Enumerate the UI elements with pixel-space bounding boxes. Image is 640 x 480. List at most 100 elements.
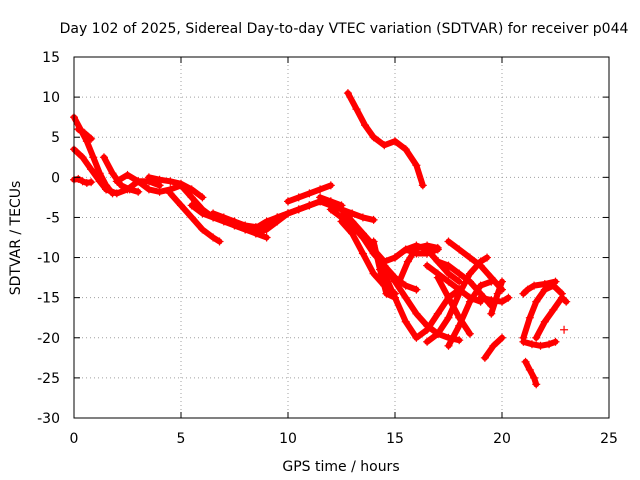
data-point <box>557 293 566 302</box>
data-point <box>551 337 560 346</box>
data-point <box>412 161 421 170</box>
data-point <box>545 340 554 349</box>
data-series-track-38 <box>520 282 565 341</box>
data-point <box>123 170 132 179</box>
data-point <box>369 215 378 224</box>
data-point <box>380 141 389 150</box>
data-point <box>348 229 357 238</box>
axis-ticks <box>73 56 610 419</box>
data-point <box>187 213 196 222</box>
data-point <box>219 213 228 222</box>
data-point <box>487 273 496 282</box>
data-point <box>455 245 464 254</box>
data-point <box>455 269 464 278</box>
data-point <box>480 353 489 362</box>
data-point <box>82 178 91 187</box>
data-point <box>465 277 474 286</box>
y-tick-label: 10 <box>42 90 60 106</box>
x-tick-labels: 0 5 10 15 20 25 <box>70 431 618 447</box>
data-point <box>177 181 185 190</box>
y-tick-label: 0 <box>51 170 60 186</box>
x-axis-label: GPS time / hours <box>282 459 399 475</box>
data-point <box>418 181 427 190</box>
data-series-track-9 <box>167 190 223 245</box>
data-point <box>525 365 534 374</box>
data-point <box>187 201 196 210</box>
data-point <box>530 281 539 290</box>
data-point <box>326 181 335 190</box>
data-point <box>498 297 506 306</box>
y-tick-label: -15 <box>37 291 60 307</box>
data-point <box>412 309 421 318</box>
data-series-track-40 <box>533 294 570 341</box>
data-point <box>444 341 453 350</box>
data-point <box>455 277 464 286</box>
data-point <box>198 209 207 218</box>
y-tick-label: -20 <box>37 331 60 347</box>
x-tick-label: 20 <box>493 431 511 447</box>
data-point <box>412 285 421 294</box>
data-point <box>187 193 196 202</box>
data-point <box>487 309 496 318</box>
data-point <box>476 293 485 302</box>
data-point <box>294 193 303 202</box>
data-point <box>560 325 569 334</box>
data-point <box>262 225 271 234</box>
data-point <box>382 289 391 298</box>
y-tick-label: -5 <box>46 210 60 226</box>
x-tick-label: 0 <box>70 431 79 447</box>
chart-title: Day 102 of 2025, Sidereal Day-to-day VTE… <box>60 21 629 37</box>
data-point <box>433 329 442 338</box>
data-point <box>87 165 96 174</box>
data-point <box>187 185 196 194</box>
data-point <box>144 173 153 182</box>
data-point <box>369 133 378 142</box>
data-point <box>87 134 96 143</box>
data-point <box>476 281 485 290</box>
data-point <box>465 297 474 306</box>
data-point <box>395 277 404 286</box>
data-point <box>215 237 224 246</box>
data-point <box>74 174 83 183</box>
y-tick-label: -25 <box>37 371 60 387</box>
data-point <box>401 281 410 290</box>
data-point <box>549 305 558 314</box>
data-series-track-41 <box>522 358 540 388</box>
data-point <box>177 201 185 210</box>
data-point <box>498 333 506 342</box>
y-tick-label: 5 <box>51 130 60 146</box>
plot-area <box>70 89 571 389</box>
data-point <box>358 213 367 222</box>
data-point <box>433 257 442 266</box>
data-point <box>444 277 453 286</box>
data-point <box>352 105 361 114</box>
data-point <box>262 217 271 226</box>
data-point <box>305 201 314 210</box>
data-point <box>433 309 442 318</box>
data-point <box>262 233 271 242</box>
data-point <box>294 205 303 214</box>
data-point <box>112 177 121 186</box>
data-point <box>166 189 175 198</box>
data-point <box>358 233 367 242</box>
data-point <box>89 153 98 162</box>
data-point <box>369 245 378 254</box>
data-point <box>155 187 164 196</box>
data-point <box>369 237 378 246</box>
data-point <box>166 177 175 186</box>
data-point <box>273 213 282 222</box>
data-point <box>540 317 549 326</box>
data-point <box>525 313 534 322</box>
data-point <box>380 269 389 278</box>
data-point <box>78 177 87 186</box>
x-tick-label: 5 <box>177 431 186 447</box>
data-series-track-24 <box>381 262 463 344</box>
data-point <box>536 341 545 350</box>
data-point <box>519 289 528 298</box>
y-tick-labels: -30 -25 -20 -15 -10 -5 0 5 10 15 <box>37 50 60 427</box>
data-point <box>230 221 239 230</box>
data-point <box>391 253 399 262</box>
data-point <box>540 285 549 294</box>
data-point <box>498 277 506 286</box>
